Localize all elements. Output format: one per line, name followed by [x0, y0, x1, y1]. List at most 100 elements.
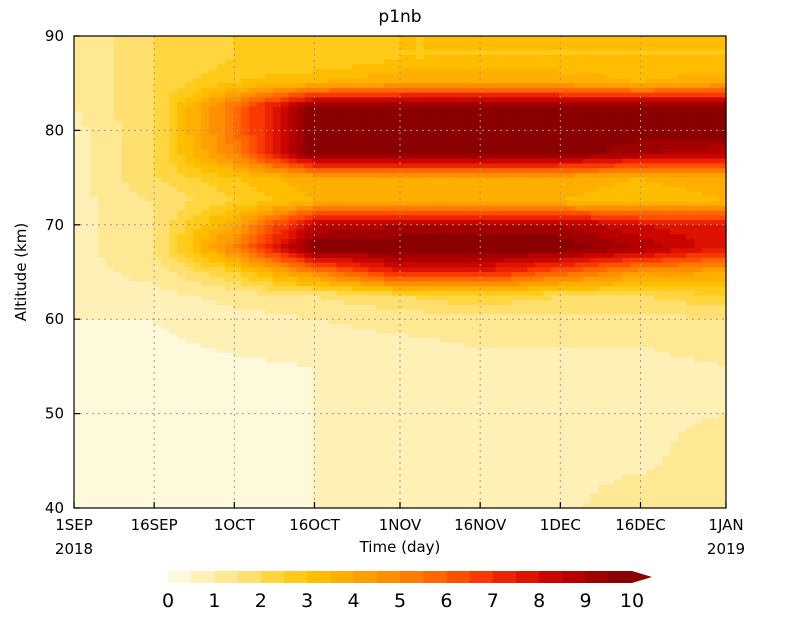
- heatmap-cell: [376, 243, 385, 249]
- heatmap-cell: [423, 300, 433, 306]
- heatmap-cell: [487, 130, 497, 136]
- heatmap-cell: [423, 243, 433, 249]
- heatmap-cell: [559, 116, 568, 122]
- heatmap-cell: [352, 182, 361, 188]
- heatmap-cell: [423, 135, 433, 141]
- heatmap-cell: [598, 248, 608, 254]
- heatmap-cell: [614, 45, 624, 51]
- heatmap-cell: [511, 234, 520, 240]
- heatmap-cell: [121, 102, 131, 108]
- heatmap-cell: [479, 106, 489, 113]
- heatmap-cell: [105, 40, 115, 47]
- heatmap-cell: [710, 163, 719, 169]
- heatmap-cell: [113, 144, 123, 150]
- heatmap-cell: [256, 234, 266, 240]
- heatmap-cell: [360, 290, 369, 297]
- heatmap-cell: [296, 116, 306, 122]
- heatmap-cell: [248, 50, 258, 56]
- heatmap-cell: [415, 78, 425, 84]
- heatmap-cell: [630, 69, 640, 75]
- heatmap-cell: [233, 102, 242, 108]
- heatmap-cell: [535, 201, 544, 207]
- heatmap-cell: [654, 158, 663, 165]
- heatmap-cell: [145, 257, 155, 264]
- heatmap-cell: [574, 305, 584, 311]
- heatmap-cell: [304, 78, 314, 84]
- heatmap-cell: [201, 168, 210, 174]
- heatmap-cell: [177, 83, 186, 89]
- heatmap-cell: [527, 172, 536, 179]
- heatmap-cell: [193, 229, 202, 235]
- heatmap-cell: [574, 205, 584, 212]
- heatmap-cell: [201, 144, 210, 150]
- heatmap-cell: [543, 295, 552, 301]
- heatmap-cell: [193, 120, 202, 127]
- heatmap-cell: [662, 64, 671, 70]
- heatmap-cell: [702, 106, 711, 113]
- heatmap-cell: [487, 69, 497, 75]
- heatmap-cell: [240, 45, 250, 51]
- heatmap-cell: [415, 154, 425, 160]
- heatmap-cell: [185, 130, 194, 136]
- heatmap-cell: [344, 102, 353, 108]
- heatmap-cell: [551, 36, 560, 42]
- heatmap-cell: [153, 78, 163, 84]
- heatmap-cell: [479, 50, 489, 56]
- heatmap-cell: [551, 314, 560, 320]
- heatmap-cell: [272, 154, 282, 160]
- heatmap-cell: [551, 87, 560, 94]
- heatmap-cell: [638, 144, 648, 150]
- heatmap-cell: [606, 92, 616, 98]
- heatmap-cell: [240, 300, 250, 306]
- heatmap-cell: [233, 154, 242, 160]
- heatmap-cell: [121, 116, 131, 122]
- heatmap-cell: [376, 253, 385, 259]
- heatmap-cell: [582, 172, 592, 179]
- heatmap-cell: [248, 69, 258, 75]
- heatmap-cell: [368, 319, 377, 325]
- heatmap-cell: [145, 220, 155, 226]
- heatmap-cell: [582, 111, 592, 117]
- heatmap-cell: [225, 87, 234, 94]
- heatmap-cell: [97, 139, 107, 146]
- heatmap-cell: [161, 210, 171, 216]
- heatmap-cell: [511, 191, 520, 198]
- heatmap-cell: [201, 111, 210, 117]
- heatmap-cell: [415, 257, 425, 264]
- heatmap-cell: [392, 36, 401, 42]
- heatmap-cell: [559, 59, 568, 65]
- heatmap-cell: [574, 224, 584, 231]
- heatmap-cell: [574, 36, 584, 42]
- heatmap-cell: [630, 154, 640, 160]
- heatmap-cell: [495, 36, 504, 42]
- heatmap-cell: [392, 220, 401, 226]
- heatmap-cell: [431, 253, 441, 259]
- heatmap-cell: [503, 210, 512, 216]
- heatmap-cell: [360, 253, 369, 259]
- heatmap-cell: [415, 309, 425, 316]
- heatmap-cell: [463, 144, 473, 150]
- heatmap-cell: [614, 238, 624, 245]
- heatmap-cell: [559, 319, 568, 325]
- heatmap-cell: [646, 59, 656, 65]
- heatmap-cell: [344, 290, 353, 297]
- heatmap-cell: [312, 191, 322, 198]
- heatmap-cell: [463, 290, 473, 297]
- heatmap-cell: [312, 286, 322, 292]
- heatmap-cell: [694, 182, 703, 188]
- heatmap-cell: [574, 83, 584, 89]
- heatmap-cell: [487, 106, 497, 113]
- heatmap-cell: [217, 253, 226, 259]
- heatmap-cell: [81, 92, 91, 98]
- heatmap-cell: [209, 210, 218, 216]
- heatmap-cell: [169, 149, 178, 155]
- heatmap-cell: [153, 64, 163, 70]
- heatmap-cell: [487, 234, 497, 240]
- heatmap-cell: [89, 73, 99, 80]
- heatmap-cell: [129, 196, 139, 202]
- heatmap-cell: [455, 149, 465, 155]
- heatmap-cell: [177, 168, 186, 174]
- heatmap-cell: [336, 238, 345, 245]
- heatmap-cell: [217, 314, 226, 320]
- heatmap-cell: [74, 40, 83, 47]
